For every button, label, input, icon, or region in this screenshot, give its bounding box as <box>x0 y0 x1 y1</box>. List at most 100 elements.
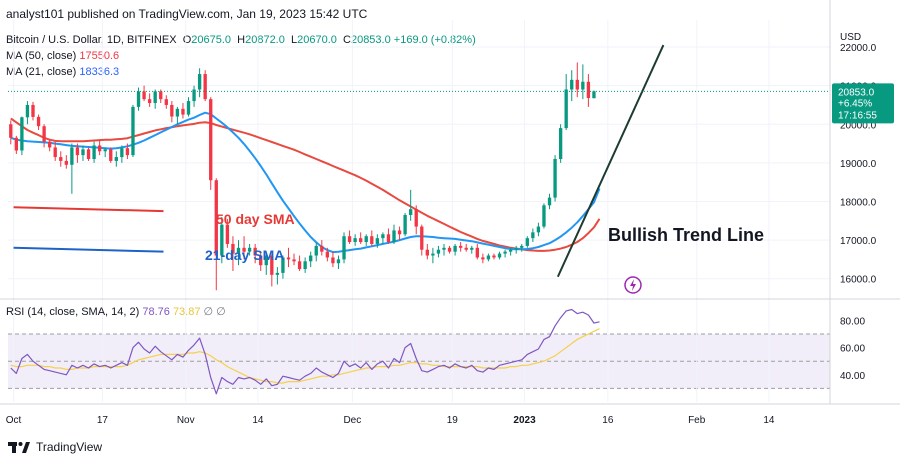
candle-body <box>536 226 541 233</box>
lightning-icon-bolt <box>630 279 636 291</box>
footer-brand[interactable]: TradingView <box>8 440 102 454</box>
candle-body <box>225 224 230 244</box>
price-change: +169.0 (+0.82%) <box>393 34 476 46</box>
ma21-legend-line <box>13 246 164 253</box>
candle-body <box>320 245 324 252</box>
candle-body <box>14 137 18 151</box>
time-tick-label: Dec <box>343 415 361 426</box>
candle-body <box>414 209 418 227</box>
candle-body <box>242 247 246 252</box>
candle-body <box>36 116 41 127</box>
ma50-legend-label: MA (50, close) <box>6 50 77 62</box>
trend-annotation-label: Bullish Trend Line <box>608 225 764 245</box>
rsi-tick-label: 80.00 <box>840 316 865 327</box>
rsi-legend-label: RSI (14, close, SMA, 14, 2) <box>6 306 140 318</box>
ma50-line <box>10 117 601 252</box>
candle-body <box>542 205 546 227</box>
candle-body <box>442 247 446 250</box>
publisher-header: analyst101 published on TradingView.com,… <box>6 7 367 21</box>
candle-body <box>175 108 180 117</box>
ma21-legend-value: 18336.3 <box>79 66 120 78</box>
candle-body <box>314 245 318 256</box>
time-tick-label: Nov <box>177 415 195 426</box>
candle-body <box>420 226 424 250</box>
price-badge <box>832 83 894 124</box>
ohlc-low: L20670.0 <box>290 34 337 46</box>
candle-body <box>120 148 124 158</box>
candle-body <box>114 157 118 161</box>
price-tick-label: 19000.0 <box>840 159 877 170</box>
candle-body <box>192 89 196 102</box>
candle-body <box>103 149 107 152</box>
candle-body <box>164 99 168 105</box>
candle-body <box>292 259 296 262</box>
price-tick-label: 20000.0 <box>840 120 877 131</box>
candle-body <box>125 148 130 156</box>
symbol-row[interactable]: Bitcoin / U.S. Dollar, 1D, BITFINEX O206… <box>6 32 476 48</box>
time-tick-label: 19 <box>447 415 459 426</box>
candle-body <box>214 180 218 256</box>
ma21-legend-row[interactable]: MA (21, close) 18336.3 <box>6 64 476 80</box>
candle-body <box>81 149 85 156</box>
candle-body <box>309 255 313 262</box>
candle-body <box>259 255 263 266</box>
candle-body <box>181 108 185 115</box>
candle-body <box>392 230 396 243</box>
ma21-legend-label: MA (21, close) <box>6 66 77 78</box>
rsi-legend-value: 78.76 <box>142 306 170 318</box>
candle-body <box>470 247 474 250</box>
candle-body <box>186 101 191 115</box>
candle-body <box>592 91 596 99</box>
price-badge-change: +6.45% <box>838 98 872 109</box>
price-tick-label: 22000.0 <box>840 43 877 54</box>
candle-body <box>86 149 91 159</box>
candle-body <box>220 224 224 256</box>
candle-body <box>247 247 252 252</box>
candle-body <box>570 79 574 90</box>
candle-body <box>508 249 513 252</box>
candle-body <box>59 157 63 161</box>
candle-body <box>275 272 280 275</box>
candle-body <box>586 81 591 98</box>
candle-body <box>64 160 68 165</box>
candle-body <box>131 106 135 156</box>
candle-body <box>136 91 141 107</box>
candle-body <box>520 245 524 248</box>
candle-body <box>425 249 429 256</box>
ma21-line <box>10 111 601 254</box>
candle-body <box>231 243 235 254</box>
candle-body <box>475 247 479 258</box>
symbol-name: Bitcoin / U.S. Dollar, 1D, BITFINEX <box>6 34 177 46</box>
candle-body <box>325 251 330 258</box>
candle-body <box>142 91 146 100</box>
candle-body <box>531 232 535 239</box>
ma50-legend-row[interactable]: MA (50, close) 17550.6 <box>6 48 476 64</box>
time-tick-label: 2023 <box>513 415 536 426</box>
candle-body <box>347 236 352 243</box>
candle-body <box>264 255 268 266</box>
candle-body <box>109 149 113 161</box>
time-tick-label: Oct <box>6 415 22 426</box>
price-badge-countdown: 17:16:55 <box>838 110 877 121</box>
time-tick-label: 14 <box>252 415 264 426</box>
candle-body <box>53 147 57 158</box>
ohlc-open: O20675.0 <box>182 34 232 46</box>
candle-body <box>359 238 363 243</box>
candle-body <box>375 238 380 244</box>
candle-body <box>236 247 241 254</box>
candle-body <box>453 245 457 252</box>
candle-body <box>31 104 35 117</box>
rsi-legend[interactable]: RSI (14, close, SMA, 14, 2) 78.76 73.87 … <box>6 305 226 318</box>
candle-body <box>386 234 391 243</box>
candle-body <box>397 230 402 235</box>
candle-body <box>458 245 463 248</box>
time-tick-label: 17 <box>97 415 109 426</box>
price-tick-label: 18000.0 <box>840 197 877 208</box>
candle-body <box>153 91 157 104</box>
candle-body <box>209 99 213 181</box>
candle-body <box>97 145 102 152</box>
rsi-tick-label: 40.00 <box>840 371 865 382</box>
candle-body <box>403 214 407 235</box>
candle-body <box>331 257 335 264</box>
